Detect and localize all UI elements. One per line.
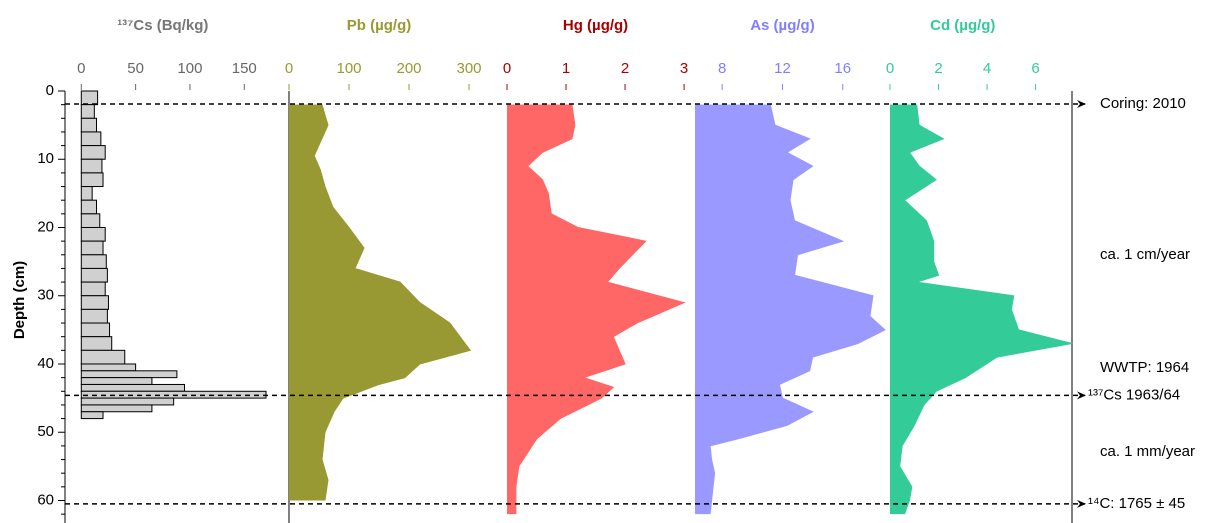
x-tick-label: 1 <box>562 60 570 77</box>
histogram-bar <box>80 363 137 372</box>
y-tick-label: 50 <box>37 423 54 440</box>
x-tick-label: 12 <box>774 60 791 77</box>
x-tick-label: 100 <box>177 60 202 77</box>
x-tick-label: 200 <box>396 60 421 77</box>
x-tick-label: 2 <box>934 60 942 77</box>
annotation: ca. 1 cm/year <box>1100 246 1190 263</box>
annotation: ca. 1 mm/year <box>1100 443 1195 460</box>
y-tick-label: 40 <box>37 355 54 372</box>
histogram-bar <box>80 349 126 365</box>
histogram-bar <box>80 397 175 406</box>
area-edge <box>515 104 686 515</box>
histogram-bar <box>80 281 106 297</box>
histogram-bar <box>80 308 108 324</box>
y-axis-label: Depth (cm) <box>11 261 28 339</box>
x-tick-label: 50 <box>127 60 144 77</box>
annotation: ¹³⁷Cs 1963/64 <box>1088 386 1180 403</box>
histogram-bar <box>80 186 93 201</box>
histogram-bar <box>80 158 103 174</box>
histogram-bar <box>80 267 108 283</box>
x-tick-label: 8 <box>718 60 726 77</box>
x-tick-label: 4 <box>983 60 991 77</box>
area-fill <box>890 104 1072 515</box>
histogram-bar <box>80 411 104 420</box>
x-tick-label: 100 <box>336 60 361 77</box>
histogram-bar <box>80 404 153 413</box>
histogram-bar <box>80 370 178 379</box>
x-tick-label: 0 <box>886 60 894 77</box>
x-tick-label: 16 <box>834 60 851 77</box>
histogram-bar <box>80 240 104 256</box>
histogram-bar <box>80 199 98 215</box>
area-edge <box>899 104 1073 515</box>
histogram-bar <box>80 226 106 242</box>
histogram-bar <box>80 254 107 269</box>
x-tick-label: 150 <box>232 60 257 77</box>
histogram-bar <box>80 131 102 147</box>
histogram-bar <box>80 90 99 106</box>
panel-title: Hg (µg/g) <box>563 17 628 34</box>
panel-title: Pb (µg/g) <box>347 17 411 34</box>
histogram-bar <box>80 322 111 338</box>
area-edge <box>313 104 472 501</box>
panel-title: As (µg/g) <box>750 17 814 34</box>
area-fill <box>507 104 685 515</box>
histogram-bar <box>80 383 186 392</box>
y-tick-label: 60 <box>37 491 54 508</box>
x-tick-label: 2 <box>621 60 629 77</box>
histogram-bar <box>80 104 95 119</box>
histogram-bar <box>80 117 98 133</box>
x-tick-label: 0 <box>285 60 293 77</box>
histogram-bar <box>80 145 106 160</box>
annotation: WWTP: 1964 <box>1100 359 1189 376</box>
y-tick-label: 10 <box>37 150 54 167</box>
x-tick-label: 6 <box>1031 60 1039 77</box>
panel-title: ¹³⁷Cs (Bq/kg) <box>117 17 208 34</box>
area-edge <box>709 104 886 515</box>
panel-title: Cd (µg/g) <box>930 17 995 34</box>
x-tick-label: 3 <box>680 60 688 77</box>
x-tick-label: 300 <box>456 60 481 77</box>
y-tick-label: 0 <box>46 82 54 99</box>
y-tick-label: 20 <box>37 218 54 235</box>
area-fill <box>289 104 471 501</box>
annotation: ¹⁴C: 1765 ± 45 <box>1088 495 1185 512</box>
x-tick-label: 0 <box>77 60 85 77</box>
annotation: Coring: 2010 <box>1100 95 1186 112</box>
histogram-bar <box>80 172 104 188</box>
y-tick-label: 30 <box>37 287 54 304</box>
histogram-bar <box>80 213 101 228</box>
x-tick-label: 0 <box>503 60 511 77</box>
histogram-bar <box>80 336 113 351</box>
histogram-bar <box>80 295 109 310</box>
area-fill <box>695 104 885 515</box>
histogram-bar <box>80 377 153 385</box>
